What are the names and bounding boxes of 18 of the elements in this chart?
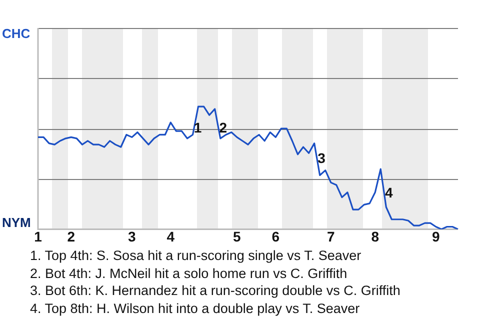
text: NYM: [2, 215, 31, 230]
x-tick-label: 3: [128, 228, 136, 244]
x-tick-label: 8: [371, 228, 380, 244]
text: 1. Top 4th: S. Sosa hit a run-scoring single vs T. Seaver: [30, 247, 362, 264]
x-tick-label: 4: [166, 228, 175, 244]
x-tick-label: 6: [272, 228, 280, 244]
x-tick-label: 1: [34, 228, 42, 244]
text: 3. Bot 6th: K. Hernandez hit a run-scoring double vs C. Griffith: [30, 282, 400, 300]
x-tick-label: 9: [432, 228, 440, 244]
text: 2. Bot 4th: J. McNeil hit a solo home run vs C. Griffith: [30, 264, 348, 282]
x-tick-label: 7: [326, 228, 335, 244]
annotation: 3: [318, 150, 326, 166]
text: CHC: [2, 26, 30, 41]
text: 4. Top 8th: H. Wilson hit into a double play vs T. Seaver: [30, 300, 361, 317]
x-tick-label: 2: [67, 228, 76, 244]
annotation: 4: [385, 184, 394, 200]
x-tick-label: 5: [233, 228, 242, 244]
annotation: 1: [194, 119, 202, 136]
